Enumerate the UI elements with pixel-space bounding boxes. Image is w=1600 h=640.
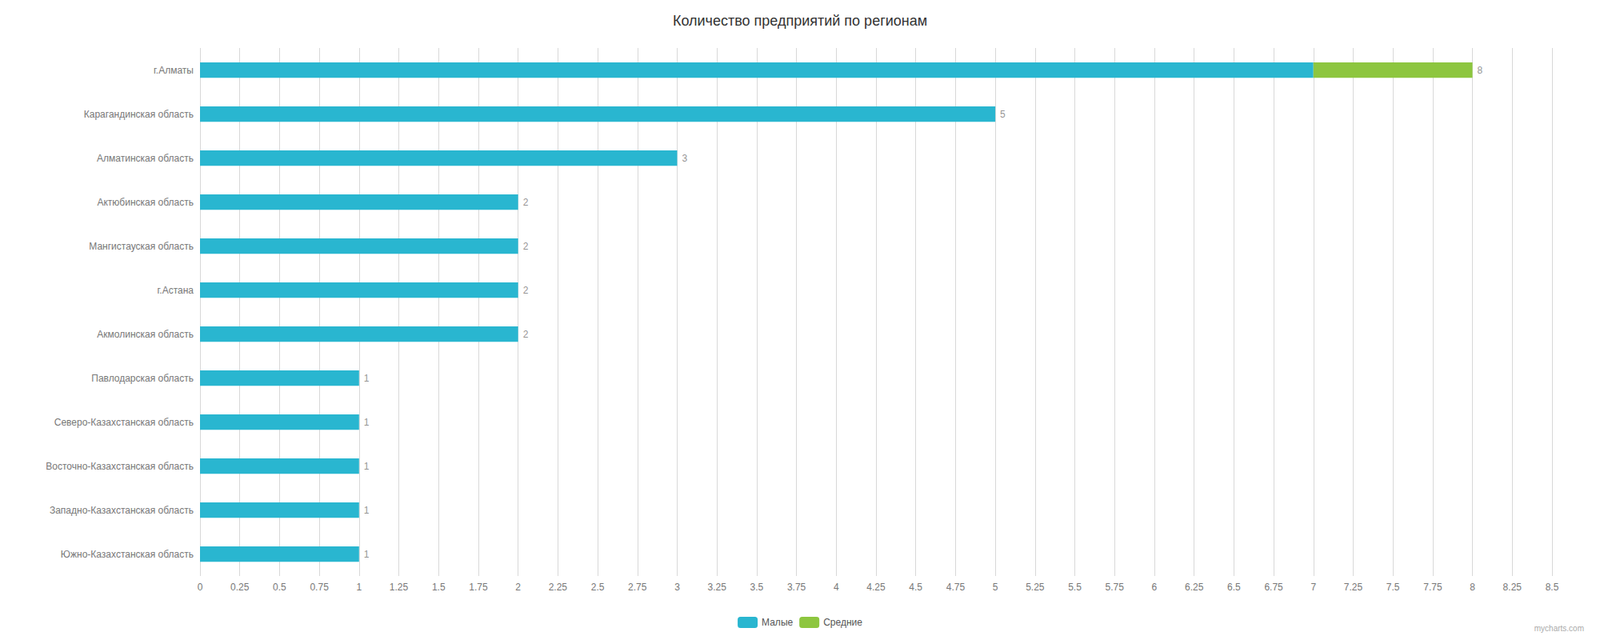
svg-text:4.5: 4.5: [908, 581, 923, 593]
svg-text:4.75: 4.75: [946, 581, 966, 593]
svg-text:Павлодарская область: Павлодарская область: [91, 372, 194, 384]
svg-text:2.25: 2.25: [548, 581, 568, 593]
svg-text:г.Астана: г.Астана: [156, 284, 194, 296]
svg-text:5: 5: [1000, 108, 1006, 120]
svg-text:6.5: 6.5: [1227, 581, 1241, 593]
svg-text:Южно-Казахстанская область: Южно-Казахстанская область: [60, 548, 194, 560]
svg-text:5.5: 5.5: [1068, 581, 1082, 593]
svg-text:2: 2: [523, 240, 529, 252]
svg-text:Количество предприятий по реги: Количество предприятий по регионам: [672, 12, 928, 29]
svg-text:Акмолинская область: Акмолинская область: [96, 328, 194, 340]
svg-text:8: 8: [1469, 581, 1476, 593]
svg-text:6.75: 6.75: [1264, 581, 1284, 593]
svg-text:4.25: 4.25: [866, 581, 886, 593]
svg-text:1.5: 1.5: [432, 581, 446, 593]
svg-text:1: 1: [364, 372, 370, 384]
svg-text:1.25: 1.25: [389, 581, 409, 593]
svg-text:8.5: 8.5: [1545, 581, 1560, 593]
svg-text:3.5: 3.5: [750, 581, 764, 593]
svg-text:7.25: 7.25: [1344, 581, 1364, 593]
svg-text:Северо-Казахстанская область: Северо-Казахстанская область: [54, 416, 194, 428]
svg-text:0.25: 0.25: [230, 581, 250, 593]
svg-text:3.25: 3.25: [707, 581, 727, 593]
svg-text:5: 5: [992, 581, 999, 593]
svg-text:Карагандинская область: Карагандинская область: [84, 108, 194, 120]
svg-text:5.25: 5.25: [1025, 581, 1045, 593]
svg-text:2: 2: [515, 581, 521, 593]
svg-text:1: 1: [356, 581, 362, 593]
svg-text:3.75: 3.75: [787, 581, 807, 593]
svg-text:0.5: 0.5: [272, 581, 287, 593]
svg-text:2: 2: [523, 284, 529, 296]
svg-text:Средние: Средние: [823, 616, 863, 628]
svg-text:Малые: Малые: [761, 616, 793, 628]
svg-text:Восточно-Казахстанская область: Восточно-Казахстанская область: [45, 460, 194, 472]
svg-text:2: 2: [523, 196, 529, 208]
svg-text:3: 3: [681, 152, 688, 164]
svg-text:6: 6: [1152, 581, 1158, 593]
svg-text:7.75: 7.75: [1423, 581, 1443, 593]
svg-text:1: 1: [364, 460, 370, 472]
svg-text:1: 1: [364, 548, 370, 560]
svg-text:1.75: 1.75: [468, 581, 488, 593]
svg-text:mycharts.com: mycharts.com: [1534, 624, 1584, 633]
svg-text:7.5: 7.5: [1386, 581, 1400, 593]
svg-text:г.Алматы: г.Алматы: [153, 64, 194, 76]
svg-text:7: 7: [1310, 581, 1316, 593]
svg-text:Западно-Казахстанская область: Западно-Казахстанская область: [49, 504, 194, 516]
svg-text:Мангистауская область: Мангистауская область: [88, 240, 194, 252]
svg-text:Актюбинская область: Актюбинская область: [96, 196, 194, 208]
svg-text:2.75: 2.75: [628, 581, 648, 593]
svg-text:8.25: 8.25: [1503, 581, 1523, 593]
svg-text:0.75: 0.75: [309, 581, 329, 593]
svg-text:4: 4: [833, 581, 840, 593]
svg-text:Алматинская область: Алматинская область: [96, 152, 194, 164]
svg-text:2: 2: [523, 328, 529, 340]
svg-text:1: 1: [364, 416, 370, 428]
svg-text:1: 1: [364, 504, 370, 516]
svg-text:5.75: 5.75: [1105, 581, 1125, 593]
svg-text:8: 8: [1477, 64, 1484, 76]
svg-text:6.25: 6.25: [1184, 581, 1204, 593]
svg-text:2.5: 2.5: [591, 581, 605, 593]
svg-text:0: 0: [197, 581, 204, 593]
svg-text:3: 3: [674, 581, 680, 593]
